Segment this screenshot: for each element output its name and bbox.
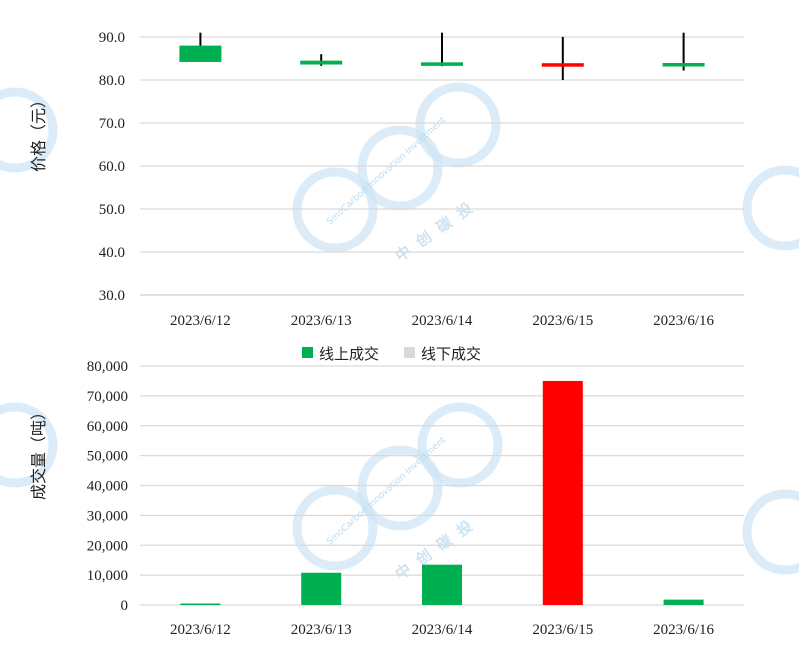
watermark-ring (415, 82, 501, 168)
volume-y-tick-label: 10,000 (87, 568, 128, 584)
price-x-tick-label: 2023/6/13 (291, 313, 352, 329)
volume-legend: 线上成交 线下成交 (302, 345, 481, 363)
price-y-tick-label: 70.0 (99, 116, 125, 132)
candle-body (179, 45, 222, 62)
watermark-ring (357, 125, 443, 211)
volume-y-tick-label: 70,000 (87, 389, 128, 405)
volume-x-tick-label: 2023/6/15 (532, 622, 593, 638)
price-y-axis-ticks: 90.0 80.0 70.0 60.0 50.0 40.0 30.0 (99, 30, 125, 304)
price-y-tick-label: 90.0 (99, 30, 125, 46)
price-gridlines (140, 36, 744, 296)
volume-y-axis-ticks: 80,000 70,000 60,000 50,000 40,000 30,000 20,0… (87, 359, 128, 614)
volume-bars (180, 380, 704, 605)
candle-body (541, 63, 584, 67)
volume-y-tick-label: 0 (121, 598, 129, 614)
price-x-tick-label: 2023/6/12 (170, 313, 231, 329)
volume-bar (301, 572, 342, 605)
candle-body (421, 62, 463, 66)
volume-bar (180, 603, 221, 605)
volume-y-tick-label: 40,000 (87, 479, 128, 495)
volume-bar (542, 380, 583, 605)
legend-swatch-online (302, 347, 313, 358)
watermark-ring (357, 445, 443, 531)
volume-y-tick-label: 80,000 (87, 359, 128, 375)
legend-swatch-offline (404, 347, 415, 358)
price-y-tick-label: 50.0 (99, 202, 125, 218)
price-y-tick-label: 60.0 (99, 159, 125, 175)
volume-bar (663, 599, 704, 605)
watermark-ring (292, 167, 378, 253)
volume-bar (422, 564, 462, 605)
watermark-ring (292, 485, 378, 571)
price-x-tick-label: 2023/6/15 (532, 313, 593, 329)
volume-y-tick-label: 50,000 (87, 449, 128, 465)
price-y-tick-label: 80.0 (99, 73, 125, 89)
legend-label-offline: 线下成交 (421, 345, 481, 363)
volume-x-tick-label: 2023/6/14 (412, 622, 473, 638)
volume-x-axis-ticks: 2023/6/12 2023/6/13 2023/6/14 2023/6/15 2023… (170, 622, 715, 638)
volume-y-tick-label: 30,000 (87, 508, 128, 524)
price-x-axis-ticks: 2023/6/12 2023/6/13 2023/6/14 2023/6/15 2023… (170, 313, 715, 329)
volume-x-tick-label: 2023/6/16 (653, 622, 714, 638)
candle-body (662, 62, 705, 67)
price-y-tick-label: 30.0 (99, 288, 125, 304)
price-candles (179, 32, 705, 80)
candle-body (300, 60, 343, 65)
volume-x-tick-label: 2023/6/13 (291, 622, 352, 638)
volume-y-axis-title: 成交量（吨） (29, 404, 48, 500)
volume-x-tick-label: 2023/6/12 (170, 622, 231, 638)
watermark-ring (742, 165, 799, 251)
volume-y-tick-label: 60,000 (87, 419, 128, 435)
watermark-ring (0, 87, 58, 173)
volume-y-tick-label: 20,000 (87, 538, 128, 554)
volume-bar-chart: 线上成交 线下成交 80,000 70,000 60,000 50,000 40,000… (29, 345, 744, 638)
price-candlestick-chart: 90.080.070.060.050.040.030.0 2023/6/12 20… (29, 30, 744, 329)
watermark-ring (417, 402, 503, 488)
price-x-tick-label: 2023/6/16 (653, 313, 714, 329)
price-y-axis-title: 价格（元） (29, 92, 48, 172)
watermark-ring (0, 402, 58, 488)
legend-label-online: 线上成交 (319, 345, 379, 363)
watermark-ring (742, 489, 799, 575)
price-x-tick-label: 2023/6/14 (412, 313, 473, 329)
price-y-tick-label: 40.0 (99, 245, 125, 261)
